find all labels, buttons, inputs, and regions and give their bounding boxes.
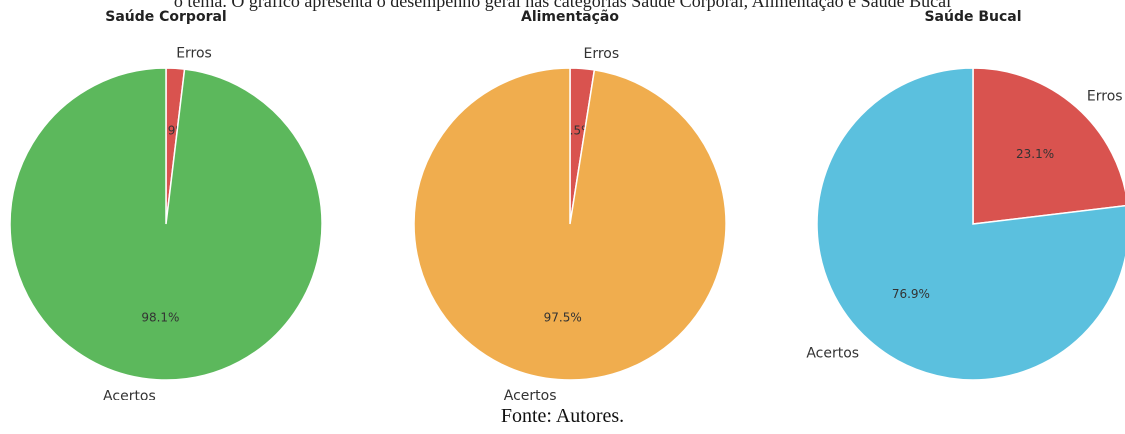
slice-label: Acertos [103,388,156,400]
pie-slice-acertos [9,67,323,381]
pie-chart-3: Saúde Bucal Erros 23.1% Acertos 76.9% [806,9,1125,381]
slice-label: Erros [176,46,212,62]
slice-label: Acertos [806,345,859,361]
source-caption: Fonte: Autores. [500,405,625,427]
pie-slice-erros [972,67,1125,225]
slice-label: Erros [1087,89,1123,105]
percent-label: 23.1% [1016,147,1054,161]
percent-label: 97.5% [544,310,582,324]
slice-label: Acertos [504,388,557,400]
percent-label: 76.9% [892,287,930,301]
caption-text: o tema. O gráfico apresenta o desempenho… [173,0,952,11]
pie-title: Saúde Bucal [924,9,1021,25]
pie-title: Saúde Corporal [105,9,226,25]
pie-slice-acertos [413,67,727,381]
percent-label: 98.1% [141,310,179,324]
pie-charts: Saúde CorporalErros1.9%Acertos98.1%Alime… [9,9,1125,404]
pie-slice-acertos [816,67,1125,381]
slice-label: Erros [584,46,620,62]
pie-title: Alimentação [521,9,619,25]
